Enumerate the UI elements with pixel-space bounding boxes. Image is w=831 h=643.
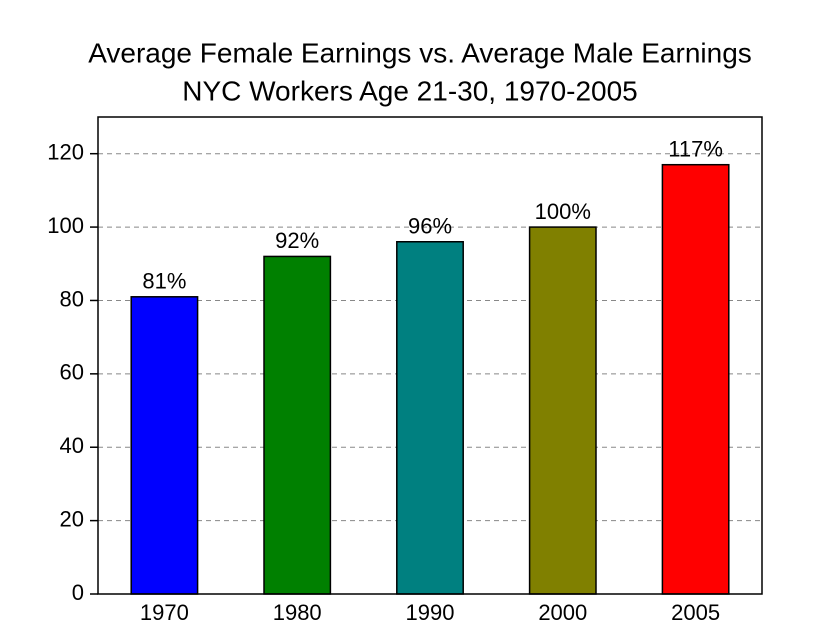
y-tick-label: 100 [47,213,84,238]
x-tick-label: 2000 [538,600,587,625]
bar [528,226,597,595]
chart-title: Average Female Earnings vs. Average Male… [88,37,752,68]
bar [263,255,332,595]
value-label: 81% [142,269,186,294]
x-tick-label: 1980 [273,600,322,625]
y-tick-label: 60 [60,360,84,385]
value-label: 96% [408,214,452,239]
y-tick-label: 80 [60,286,84,311]
y-tick-label: 40 [60,433,84,458]
value-label: 100% [535,199,591,224]
y-tick-label: 20 [60,506,84,531]
x-tick-label: 1970 [140,600,189,625]
plot-frame [97,116,763,595]
value-label: 92% [275,228,319,253]
bar [396,241,464,595]
chart-subtitle: NYC Workers Age 21-30, 1970-2005 [182,75,638,106]
bar [130,296,199,595]
x-tick-label: 1990 [406,600,455,625]
y-tick-label: 0 [72,580,84,605]
bar [661,163,730,595]
x-tick-label: 2005 [671,600,720,625]
y-tick-label: 120 [47,140,84,165]
value-label: 117% [668,137,723,162]
